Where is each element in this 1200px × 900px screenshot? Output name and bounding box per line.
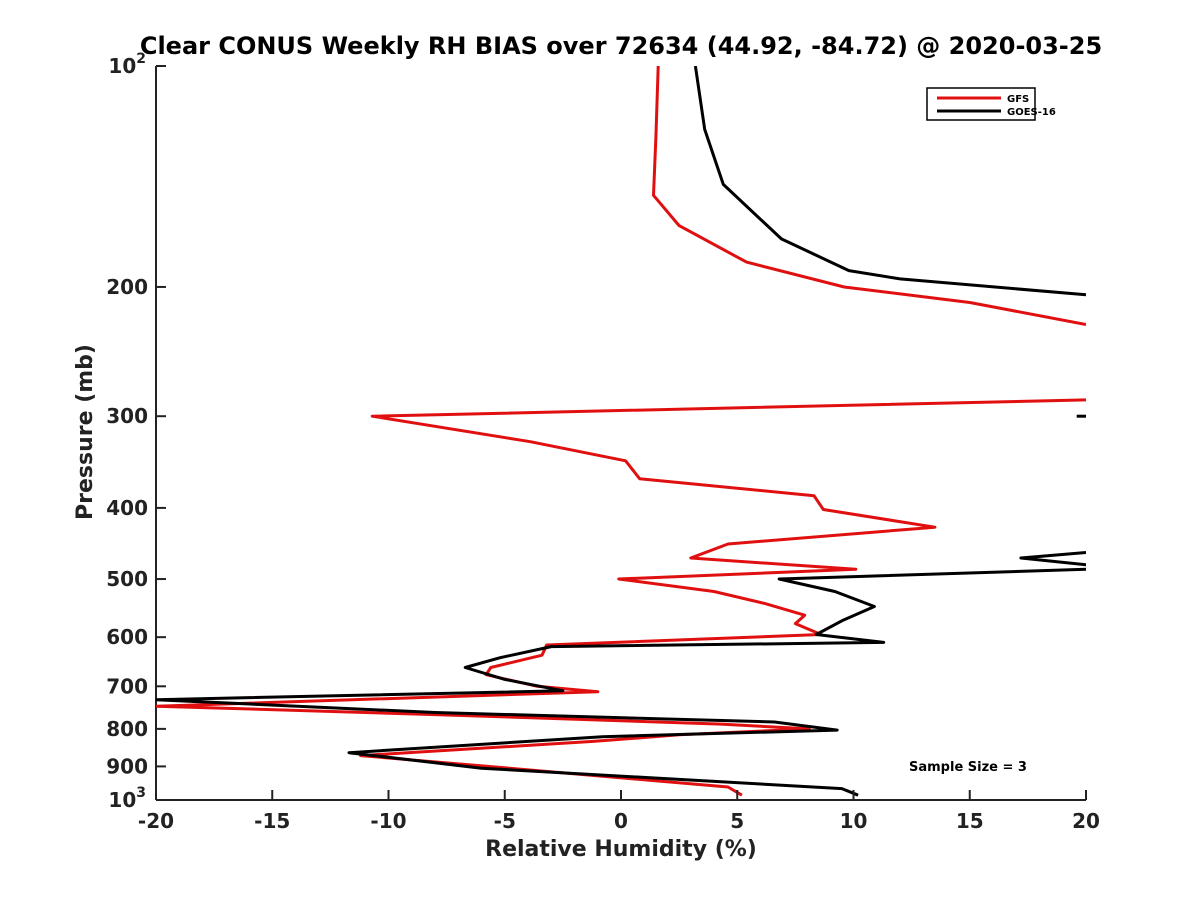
y-tick-exponent: 2	[136, 51, 146, 67]
x-tick-label: 15	[956, 809, 984, 833]
sample-size-annotation: Sample Size = 3	[909, 760, 1027, 775]
x-tick-label: 5	[730, 809, 744, 833]
y-tick-label: 800	[106, 717, 148, 741]
y-tick-base: 10	[108, 54, 136, 78]
x-axis-ticks: -20 -15 -10 -5 0 5 10 15 20	[138, 790, 1100, 833]
y-tick-label: 600	[106, 625, 148, 649]
y-tick-label: 300	[106, 404, 148, 428]
x-tick-label: -10	[370, 809, 406, 833]
x-tick-label: -15	[254, 809, 290, 833]
y-tick-label: 900	[106, 754, 148, 778]
y-tick-label: 400	[106, 496, 148, 520]
y-tick-base: 10	[108, 788, 136, 812]
y-axis-label: Pressure (mb)	[73, 344, 98, 520]
series-line-segment	[1019, 551, 1086, 567]
series-layer	[156, 66, 1086, 797]
y-tick-label: 103	[108, 785, 146, 812]
legend-label: GOES-16	[1007, 107, 1056, 118]
series-gfs	[156, 66, 1086, 797]
series-goes-16	[156, 66, 1086, 797]
legend-label: GFS	[1007, 94, 1029, 105]
series-line-segment	[652, 66, 1086, 326]
x-tick-label: 0	[614, 809, 628, 833]
y-tick-label: 500	[106, 567, 148, 591]
x-tick-label: 10	[840, 809, 868, 833]
legend: GFS GOES-16	[926, 87, 1056, 121]
x-tick-label: -5	[494, 809, 516, 833]
x-tick-label: -20	[138, 809, 174, 833]
x-tick-label: 20	[1072, 809, 1100, 833]
series-line-segment	[693, 66, 1086, 297]
y-tick-label: 102	[108, 51, 146, 78]
legend-box	[926, 87, 1036, 121]
series-line-segment	[156, 567, 1086, 797]
x-axis-label: Relative Humidity (%)	[485, 837, 757, 862]
y-tick-label: 700	[106, 674, 148, 698]
y-tick-label: 200	[106, 275, 148, 299]
y-tick-exponent: 3	[136, 785, 146, 801]
chart-title: Clear CONUS Weekly RH BIAS over 72634 (4…	[140, 32, 1102, 60]
plot-area	[155, 66, 1086, 801]
